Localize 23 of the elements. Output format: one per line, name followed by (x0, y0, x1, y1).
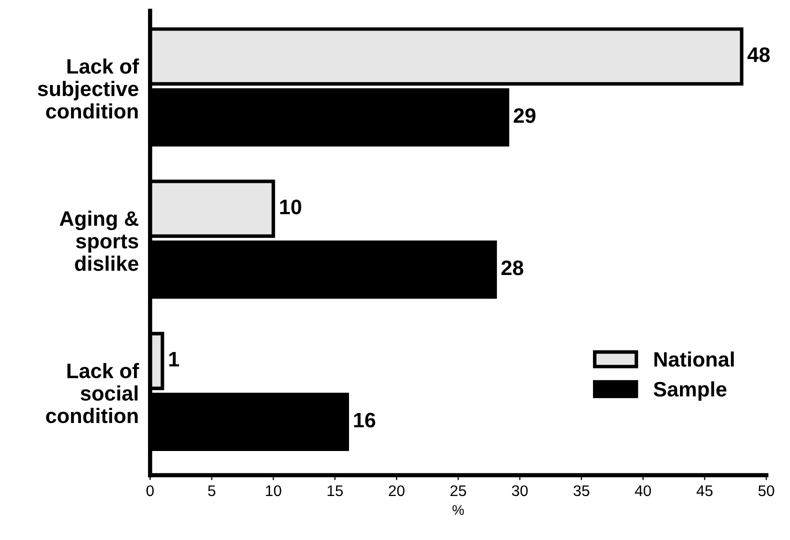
x-tick-label: 15 (328, 485, 343, 496)
data-label: 16 (354, 412, 376, 428)
legend-label: Sample (654, 381, 726, 401)
data-label: 10 (280, 200, 302, 214)
x-tick-label: 50 (758, 485, 774, 496)
data-label: 1 (169, 352, 179, 366)
x-axis-title: % (452, 505, 464, 515)
x-tick-label: 35 (574, 485, 590, 496)
y-tick-label: Aging & sports dislike (60, 210, 138, 271)
y-tick-label: Lack of subjective condition (38, 58, 140, 119)
x-tick-label: 25 (450, 485, 466, 496)
x-tick-label: 20 (388, 485, 404, 496)
x-tick-label: 10 (266, 485, 282, 496)
data-label: 48 (748, 47, 770, 62)
x-tick-label: 40 (634, 485, 651, 496)
x-tick-label: 5 (208, 485, 216, 496)
x-tick-label: 0 (146, 485, 154, 496)
data-label: 29 (514, 108, 536, 123)
legend-label: National (654, 351, 734, 367)
x-tick-label: 45 (696, 485, 713, 496)
data-label: 28 (501, 260, 524, 276)
y-tick-label: Lack of social condition (46, 362, 140, 424)
x-tick-label: 30 (512, 485, 528, 496)
